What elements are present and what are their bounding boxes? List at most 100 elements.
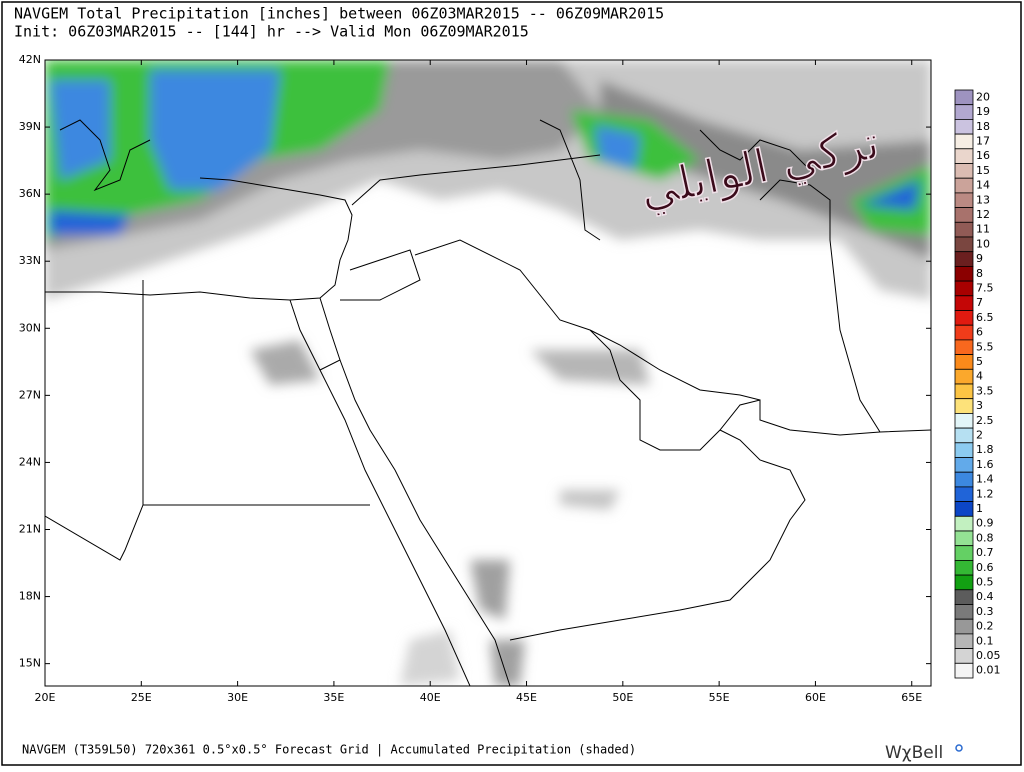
colorbar-box <box>954 574 974 591</box>
colorbar-label: 6 <box>976 326 983 339</box>
colorbar-box <box>954 515 974 532</box>
colorbar-box <box>954 89 974 106</box>
colorbar-label: 10 <box>976 237 990 250</box>
colorbar-label: 0.1 <box>976 634 994 647</box>
y-tick-label: 15N <box>19 657 41 670</box>
colorbar-label: 5 <box>976 355 983 368</box>
colorbar-box <box>954 486 974 502</box>
colorbar-box <box>954 589 974 605</box>
colorbar-label: 12 <box>976 208 990 221</box>
colorbar-box <box>954 265 974 282</box>
y-tick-label: 39N <box>19 120 41 133</box>
y-tick-label: 18N <box>19 590 41 603</box>
colorbar-label: 3 <box>976 399 983 412</box>
colorbar-label: 18 <box>976 120 990 133</box>
colorbar-box <box>954 368 974 385</box>
colorbar-box <box>954 633 974 650</box>
colorbar-label: 0.9 <box>976 517 994 530</box>
colorbar-box <box>954 133 974 150</box>
colorbar-box <box>954 163 974 179</box>
colorbar-label: 7 <box>976 296 983 309</box>
x-tick-label: 65E <box>901 691 922 704</box>
x-tick-label: 45E <box>516 691 537 704</box>
colorbar-box <box>954 604 974 620</box>
colorbar-label: 5.5 <box>976 340 994 353</box>
colorbar-label: 0.5 <box>976 575 994 588</box>
colorbar-box <box>954 324 974 341</box>
colorbar-label: 7.5 <box>976 281 994 294</box>
colorbar-box <box>954 148 974 164</box>
y-tick-label: 21N <box>19 523 41 536</box>
colorbar-box <box>954 545 974 561</box>
y-tick-label: 33N <box>19 254 41 267</box>
x-tick-label: 35E <box>323 691 344 704</box>
colorbar-label: 11 <box>976 223 990 236</box>
y-tick-label: 27N <box>19 388 41 401</box>
colorbar-label: 8 <box>976 267 983 280</box>
colorbar-label: 2.5 <box>976 414 994 427</box>
colorbar-box <box>954 339 974 355</box>
colorbar-label: 0.7 <box>976 546 994 559</box>
title: NAVGEM Total Precipitation [inches] betw… <box>14 5 664 23</box>
colorbar-box <box>954 207 974 223</box>
colorbar-box <box>954 618 974 635</box>
colorbar-box <box>954 221 974 238</box>
colorbar-label: 0.8 <box>976 531 994 544</box>
colorbar-box <box>954 251 974 267</box>
x-tick-label: 40E <box>420 691 441 704</box>
colorbar-label: 0.3 <box>976 605 994 618</box>
colorbar-box <box>954 310 974 326</box>
colorbar-label: 3.5 <box>976 384 994 397</box>
colorbar-box <box>954 104 974 120</box>
colorbar-box <box>954 442 974 458</box>
colorbar-label: 1.2 <box>976 487 994 500</box>
x-tick-label: 60E <box>805 691 826 704</box>
colorbar-label: 6.5 <box>976 311 994 324</box>
y-tick-label: 24N <box>19 455 41 468</box>
colorbar-box <box>954 427 974 444</box>
colorbar-label: 1.6 <box>976 458 994 471</box>
colorbar-label: 4 <box>976 370 983 383</box>
colorbar-box <box>954 295 974 311</box>
colorbar-label: 16 <box>976 149 990 162</box>
footer: NAVGEM (T359L50) 720x361 0.5°x0.5° Forec… <box>22 743 636 757</box>
colorbar-label: 0.2 <box>976 620 994 633</box>
x-tick-label: 20E <box>35 691 56 704</box>
colorbar-label: 9 <box>976 252 983 265</box>
x-tick-label: 50E <box>612 691 633 704</box>
colorbar-box <box>954 471 974 488</box>
colorbar-label: 15 <box>976 164 990 177</box>
colorbar-box <box>954 530 974 547</box>
colorbar-label: 14 <box>976 179 990 192</box>
colorbar-label: 0.6 <box>976 561 994 574</box>
colorbar-box <box>954 648 974 664</box>
colorbar-box <box>954 280 974 297</box>
colorbar-box <box>954 354 974 370</box>
colorbar-label: 17 <box>976 134 990 147</box>
y-tick-label: 42N <box>19 53 41 66</box>
colorbar-label: 0.05 <box>976 649 1001 662</box>
colorbar-box <box>954 177 974 194</box>
colorbar-box <box>954 412 974 429</box>
y-tick-label: 30N <box>19 321 41 334</box>
colorbar-label: 1 <box>976 502 983 515</box>
y-tick-label: 36N <box>19 187 41 200</box>
colorbar-label: 19 <box>976 105 990 118</box>
colorbar-box <box>954 501 974 517</box>
colorbar-box <box>954 662 974 679</box>
x-tick-label: 55E <box>709 691 730 704</box>
logo: WχBell <box>885 743 943 763</box>
colorbar-label: 20 <box>976 90 990 103</box>
colorbar-label: 0.4 <box>976 590 994 603</box>
colorbar-box <box>954 398 974 414</box>
x-tick-label: 25E <box>131 691 152 704</box>
colorbar-box <box>954 119 974 135</box>
colorbar-box <box>954 560 974 576</box>
map-area: تركي الوايلي <box>45 60 931 686</box>
map-border <box>44 59 932 687</box>
logo-dot <box>955 744 963 752</box>
colorbar-label: 13 <box>976 193 990 206</box>
colorbar-label: 0.01 <box>976 664 1001 677</box>
coastlines <box>45 119 931 686</box>
